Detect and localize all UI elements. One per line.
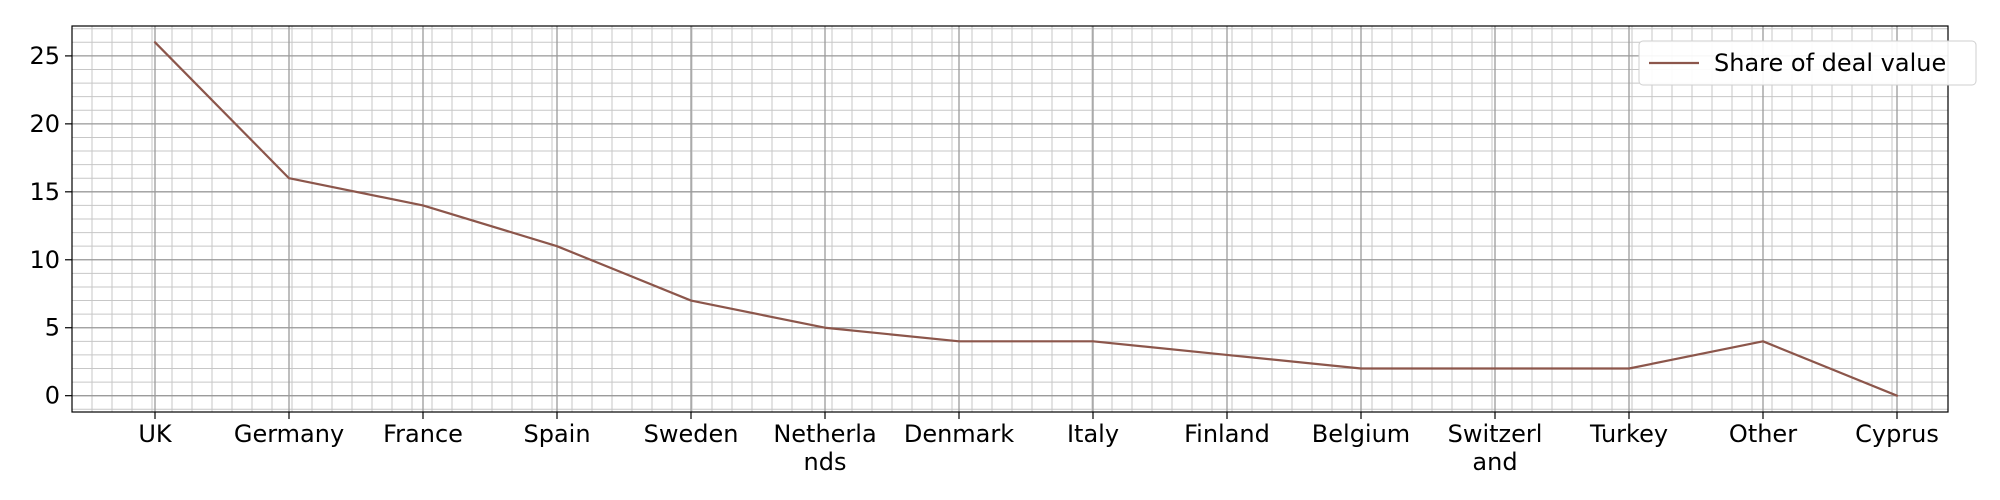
- series-group: [153, 41, 1899, 397]
- series-line-share-of-deal-value: [153, 41, 1899, 397]
- x-tick-label-line: Italy: [1067, 420, 1119, 448]
- x-tick-label-line: Other: [1729, 420, 1797, 448]
- x-tick-label-line: UK: [138, 420, 173, 448]
- x-tick-label: Finland: [1184, 420, 1270, 448]
- major-grid: [72, 26, 1948, 412]
- x-tick-label: Italy: [1067, 420, 1119, 448]
- legend: Share of deal value: [1638, 40, 1977, 86]
- x-tick-label-line: Switzerl: [1448, 420, 1543, 448]
- x-tick-label: Germany: [234, 420, 344, 448]
- x-tick-label-line: Spain: [523, 420, 590, 448]
- y-axis-ticks: 0 5 10 15 20 25: [29, 42, 72, 410]
- x-tick-label: Belgium: [1312, 420, 1410, 448]
- legend-box: [1638, 40, 1977, 86]
- x-tick-label-line: Turkey: [1589, 420, 1668, 448]
- x-tick-label: Cyprus: [1855, 420, 1939, 448]
- x-tick-label-line: Netherla: [773, 420, 876, 448]
- x-tick-label-line: Belgium: [1312, 420, 1410, 448]
- x-tick-label-line: Germany: [234, 420, 344, 448]
- y-tick-label: 0: [45, 382, 60, 410]
- x-tick-label: Other: [1729, 420, 1797, 448]
- x-tick-label: Sweden: [644, 420, 739, 448]
- y-tick-label: 15: [29, 178, 60, 206]
- y-tick-label: 20: [29, 110, 60, 138]
- y-tick-label: 10: [29, 246, 60, 274]
- plot-frame: [71, 25, 1949, 413]
- y-tick-label: 5: [45, 314, 60, 342]
- x-tick-label: Netherla nds: [773, 420, 876, 476]
- x-tick-label: Turkey: [1589, 420, 1668, 448]
- x-tick-label-line: France: [383, 420, 463, 448]
- x-tick-label-line: Denmark: [904, 420, 1014, 448]
- x-tick-label: Spain: [523, 420, 590, 448]
- x-tick-label-line: Cyprus: [1855, 420, 1939, 448]
- x-tick-label-line: nds: [804, 448, 847, 476]
- x-tick-label: Denmark: [904, 420, 1014, 448]
- legend-label: Share of deal value: [1714, 49, 1946, 77]
- minor-grid: [71, 26, 1948, 412]
- x-tick-label-line: Finland: [1184, 420, 1270, 448]
- x-tick-label: UK: [138, 420, 173, 448]
- x-tick-label: Switzerl and: [1448, 420, 1543, 476]
- x-tick-label-line: and: [1472, 448, 1517, 476]
- x-tick-label-line: Sweden: [644, 420, 739, 448]
- x-axis-ticks: UK Germany France Spain Sweden Netherla nds Den…: [138, 412, 1939, 476]
- y-tick-label: 25: [29, 42, 60, 70]
- x-tick-label: France: [383, 420, 463, 448]
